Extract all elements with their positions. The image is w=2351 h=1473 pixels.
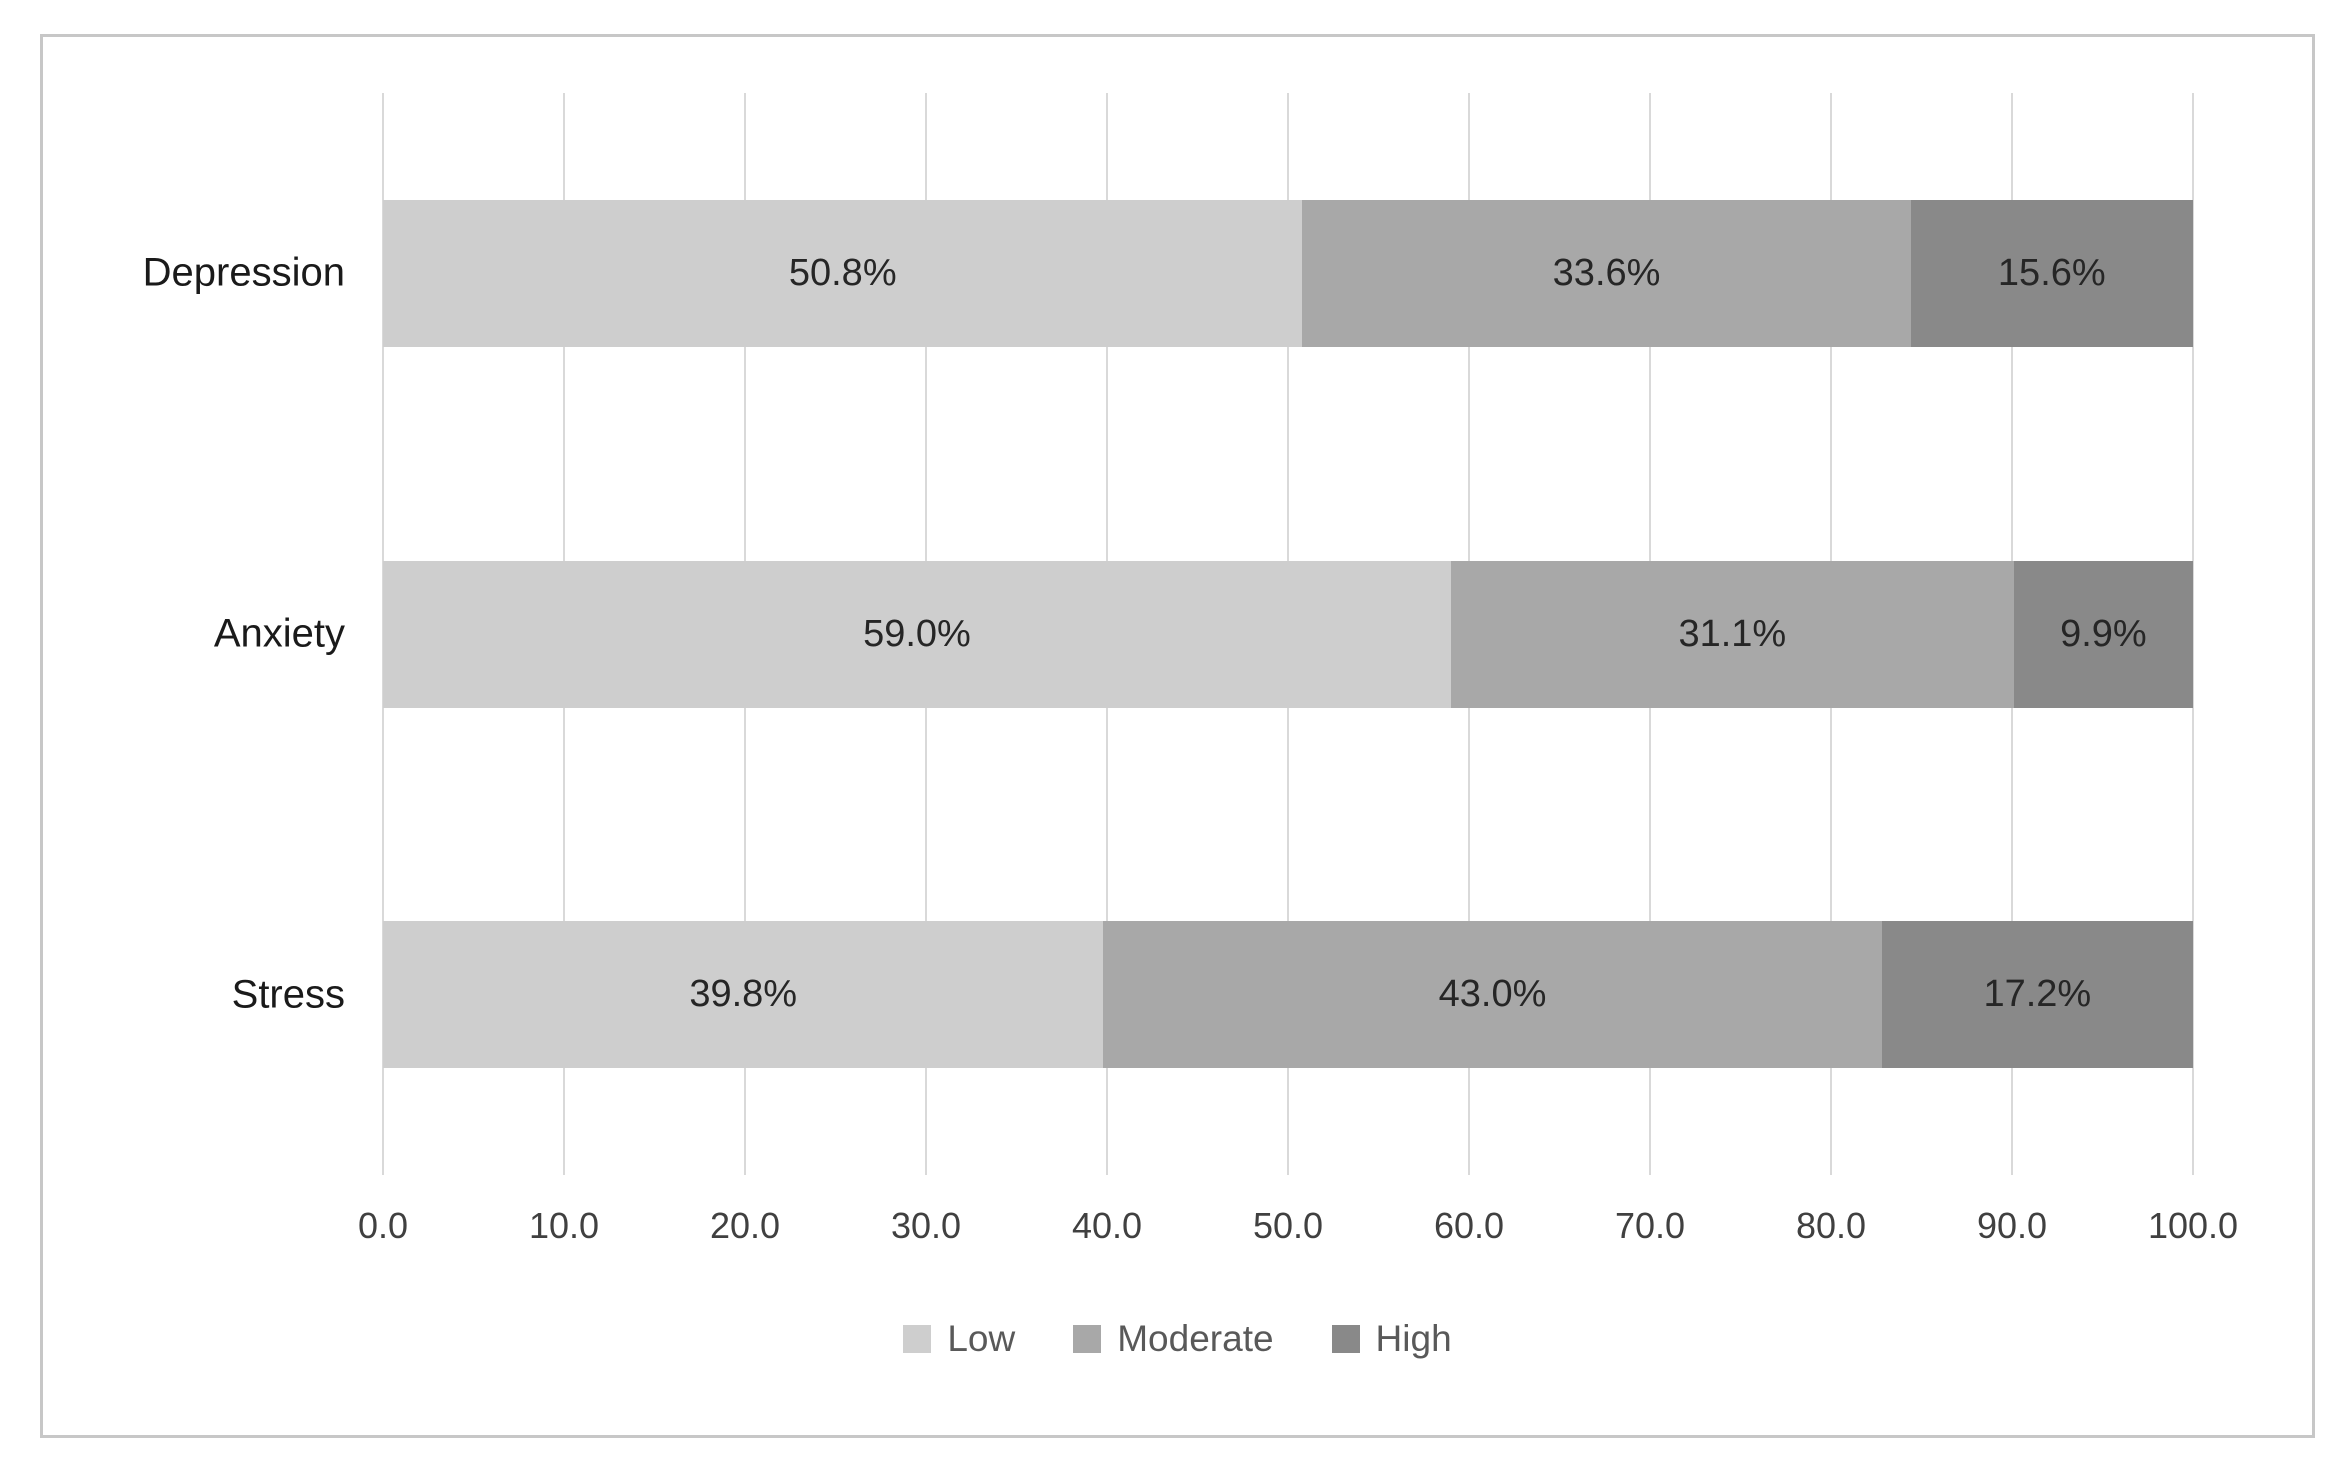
x-tick-label: 30.0 (890, 1205, 962, 1246)
category-label-anxiety: Anxiety (213, 611, 345, 656)
x-tick-label: 50.0 (1252, 1205, 1324, 1246)
value-label: 39.8% (689, 973, 798, 1016)
legend-item-moderate: Moderate (1073, 1318, 1274, 1360)
legend-item-low: Low (903, 1318, 1015, 1360)
legend-swatch-moderate-icon (1073, 1325, 1102, 1353)
legend-label-low: Low (947, 1318, 1016, 1359)
value-label: 17.2% (1983, 973, 2092, 1016)
bar-segment-low: 50.8% (383, 199, 1303, 347)
x-tick-label: 70.0 (1614, 1205, 1686, 1246)
bar-segment-moderate: 33.6% (1302, 199, 1911, 347)
bar-segment-high: 9.9% (2013, 560, 2193, 708)
value-label: 33.6% (1552, 251, 1661, 294)
bar-row-anxiety: 59.0% 31.1% 9.9% (383, 560, 2193, 708)
x-tick-label: 100.0 (2147, 1205, 2239, 1246)
value-label: 59.0% (863, 612, 971, 655)
bar-segment-low: 59.0% (383, 560, 1451, 708)
legend-swatch-high-icon (1331, 1325, 1360, 1353)
value-label: 15.6% (1997, 251, 2106, 294)
x-tick-label: 0.0 (357, 1205, 409, 1246)
bar-segment-moderate: 31.1% (1450, 560, 2014, 708)
x-tick-label: 10.0 (528, 1205, 600, 1246)
legend-swatch-low-icon (903, 1325, 932, 1353)
legend-label-moderate: Moderate (1117, 1318, 1274, 1359)
bar-row-depression: 50.8% 33.6% 15.6% (383, 199, 2193, 347)
category-label-stress: Stress (231, 972, 345, 1017)
gridline (2192, 93, 2194, 1175)
value-label: 31.1% (1678, 612, 1787, 655)
bar-segment-high: 15.6% (1910, 199, 2193, 347)
category-label-depression: Depression (142, 250, 345, 295)
legend: Low Moderate High (40, 1318, 2315, 1360)
x-tick-label: 20.0 (709, 1205, 781, 1246)
legend-label-high: High (1375, 1318, 1452, 1359)
value-label: 50.8% (788, 251, 897, 294)
value-label: 43.0% (1438, 973, 1547, 1016)
bar-row-stress: 39.8% 43.0% 17.2% (383, 921, 2193, 1069)
x-tick-label: 60.0 (1433, 1205, 1505, 1246)
x-tick-label: 40.0 (1071, 1205, 1143, 1246)
value-label: 9.9% (2060, 612, 2147, 655)
legend-item-high: High (1331, 1318, 1452, 1360)
x-tick-label: 80.0 (1795, 1205, 1867, 1246)
x-tick-label: 90.0 (1976, 1205, 2048, 1246)
plot-area: 50.8% 33.6% 15.6% 59.0% 31.1% 9.9% 39.8% 43.0% 1… (382, 93, 2194, 1175)
bar-segment-low: 39.8% (383, 921, 1104, 1069)
bar-segment-high: 17.2% (1881, 921, 2193, 1069)
bar-segment-moderate: 43.0% (1103, 921, 1882, 1069)
